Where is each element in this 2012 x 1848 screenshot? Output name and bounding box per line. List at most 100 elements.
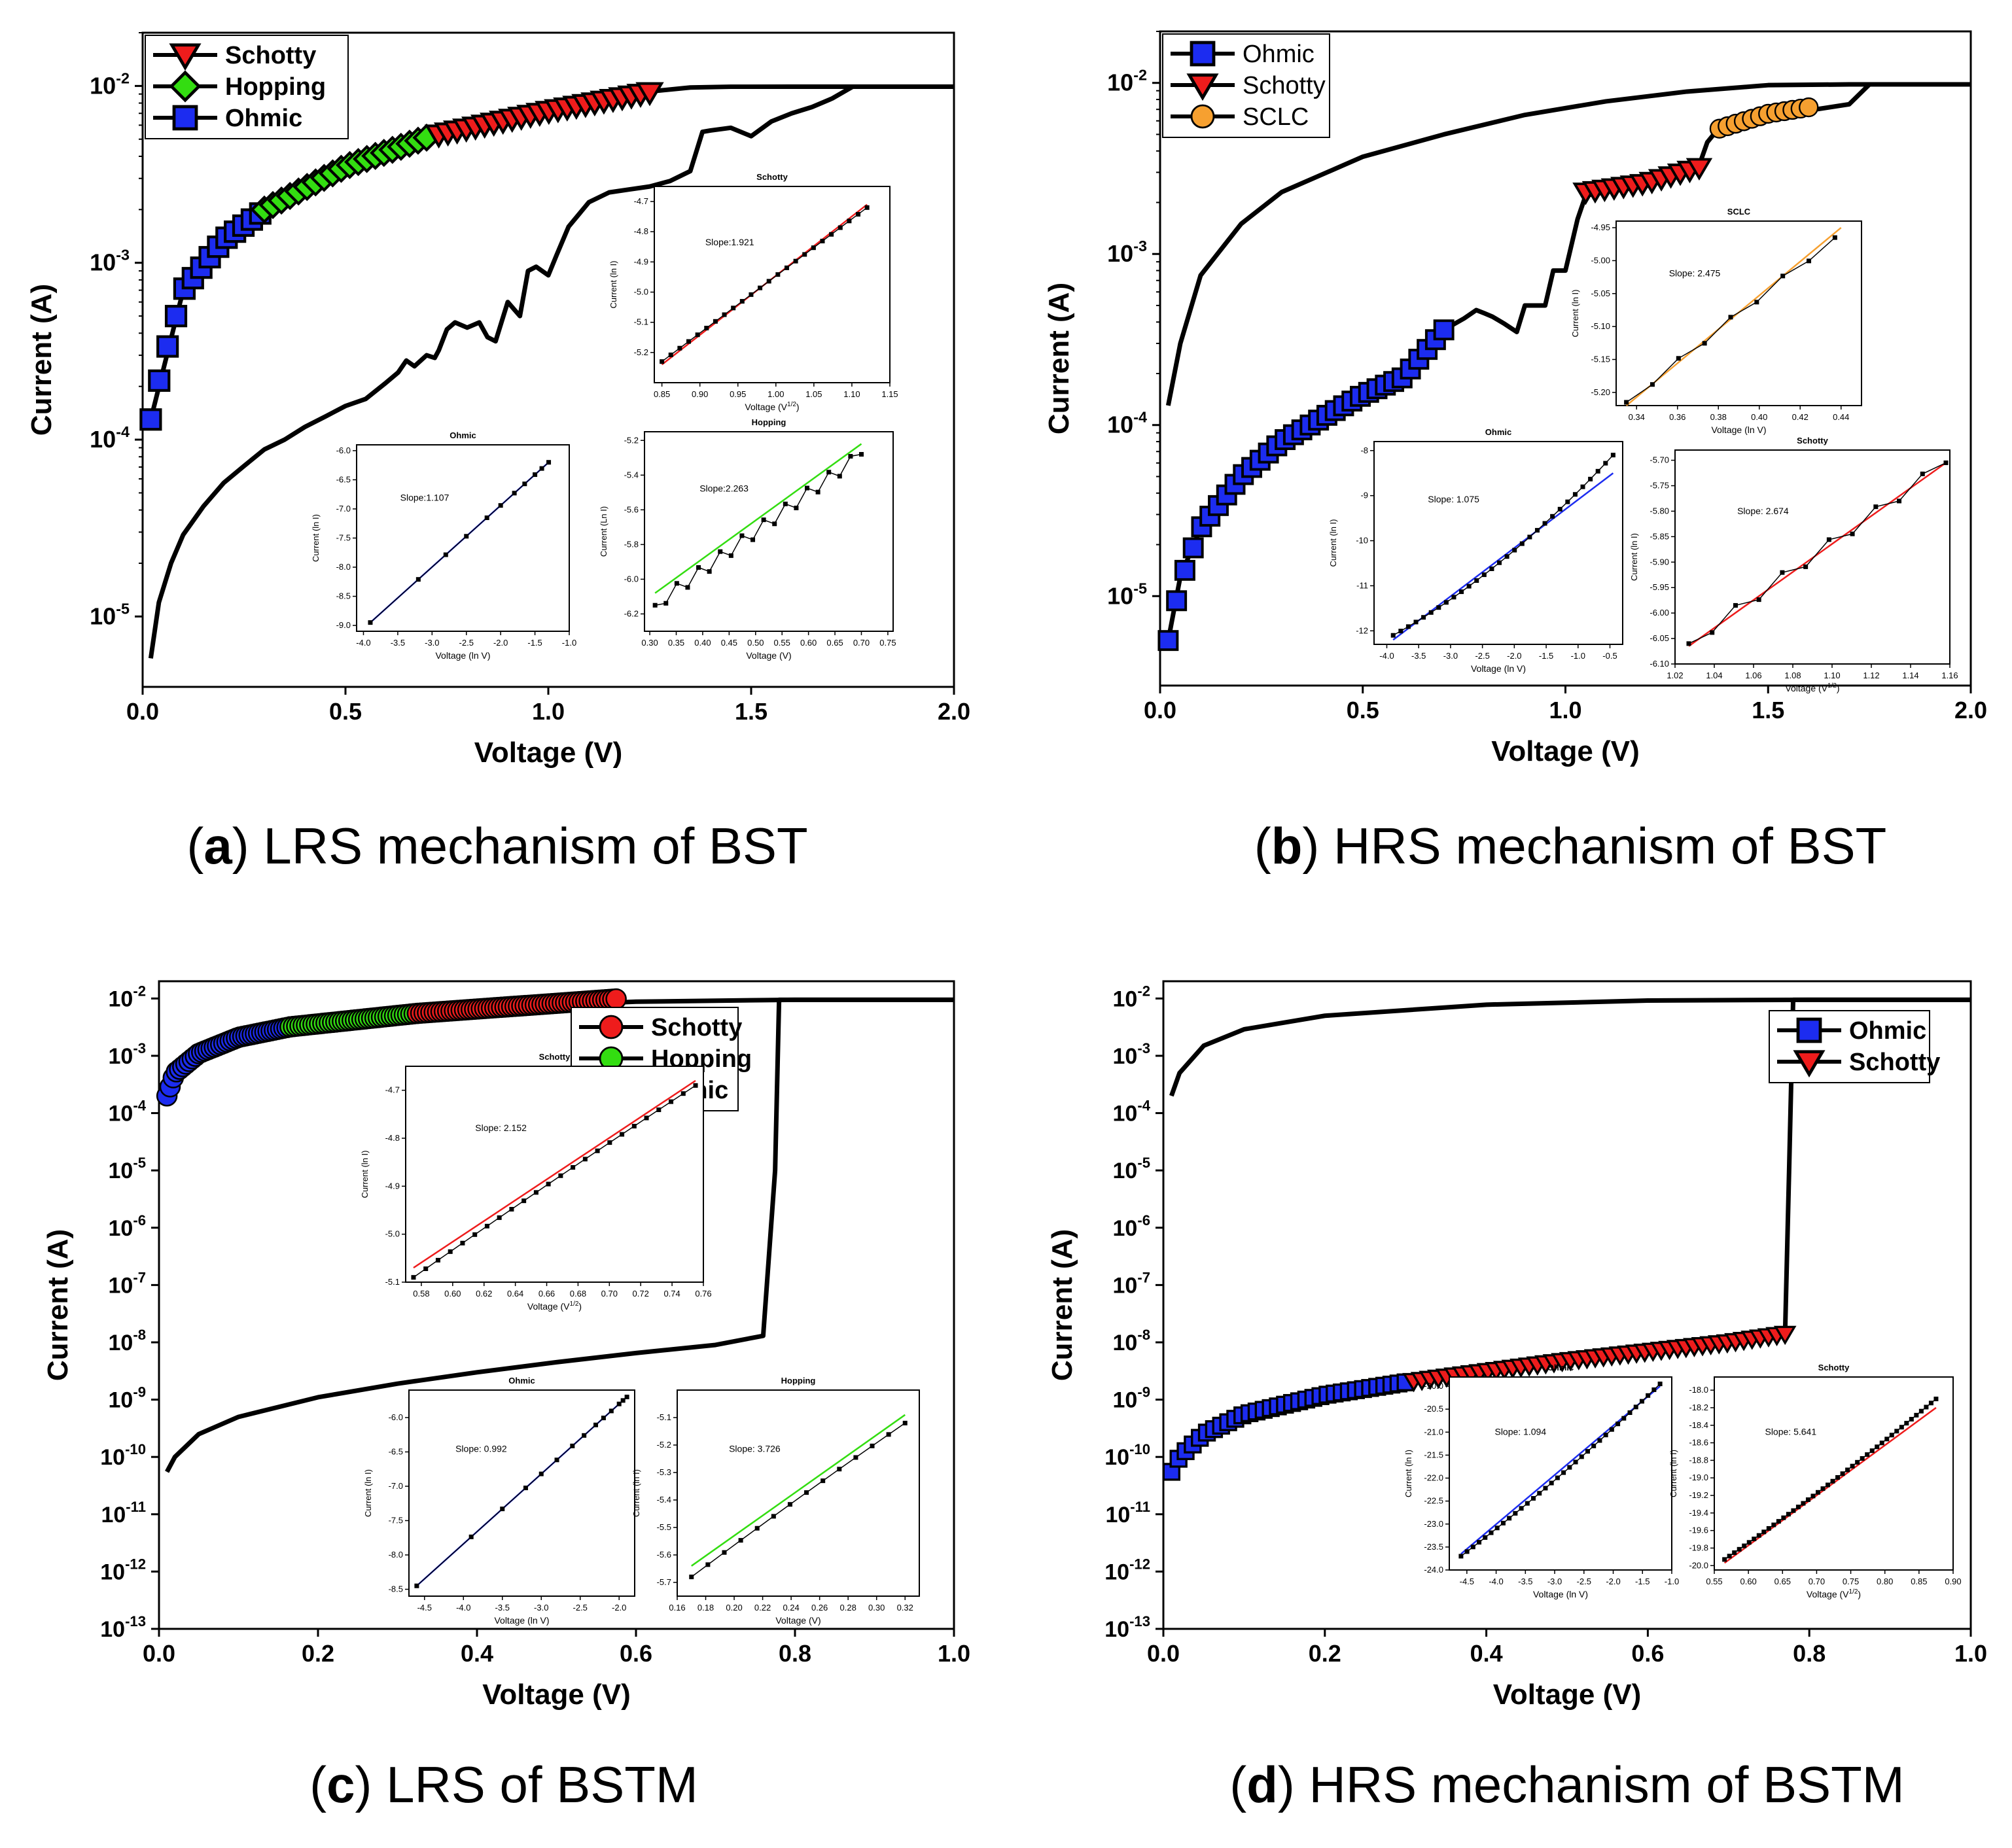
panel-b-inset3-inset-point xyxy=(1780,570,1785,575)
panel-c-inset2-inset-xtick-label: -4.0 xyxy=(456,1603,470,1613)
panel-d-inset1-inset-xtick-label: -4.0 xyxy=(1489,1577,1503,1586)
panel-b-inset3-inset-xtick-label: 1.06 xyxy=(1745,671,1761,680)
panel-a-inset3-inset-xtick-label: 0.55 xyxy=(774,638,790,648)
panel-d-inset1-inset-fit-line xyxy=(1460,1386,1661,1555)
panel-d-inset2-inset-ylabel: Current (ln I) xyxy=(1668,1450,1678,1497)
panel-d-inset1-inset-point xyxy=(1639,1399,1644,1404)
panel-d-inset2-inset-xtick-label: 0.75 xyxy=(1843,1577,1859,1586)
panel-d-inset1-inset-point xyxy=(1573,1459,1578,1465)
panel-c-inset1-inset-point xyxy=(620,1132,625,1137)
panel-b-inset1-inset-fit-line xyxy=(1625,227,1842,406)
panel-d-inset2-inset-point xyxy=(1761,1529,1767,1535)
panel-a-xtick-label: 1.5 xyxy=(735,698,768,725)
panel-b-inset1-inset-xtick-label: 0.38 xyxy=(1710,412,1727,422)
panel-c-inset3-inset-frame xyxy=(677,1389,920,1597)
panel-d-xtick-label: 0.0 xyxy=(1147,1640,1180,1667)
panel-a-inset1-inset-ytick-label: -4.7 xyxy=(634,196,648,206)
panel-c-ytick-label: 10-7 xyxy=(109,1269,146,1298)
panel-c-legend-label: Schotty xyxy=(651,1014,742,1041)
panel-a-inset3-inset-xtick-label: 0.65 xyxy=(826,638,843,648)
panel-b-inset3-inset-point xyxy=(1733,602,1738,608)
panel-d-inset1-inset-point xyxy=(1609,1427,1614,1432)
panel-c-ytick-label: 10-6 xyxy=(109,1212,146,1241)
panel-c-series-Ohmic xyxy=(156,1016,301,1107)
panel-c-inset2-inset-xlabel: Voltage (ln V) xyxy=(494,1615,549,1626)
panel-d-inset1-inset-point xyxy=(1603,1433,1608,1438)
panel-d-ytick-label: 10-3 xyxy=(1113,1040,1150,1069)
panel-b-inset2-inset-ylabel: Current (ln I) xyxy=(1328,519,1338,567)
panel-c-inset2-inset-slope-label: Slope: 0.992 xyxy=(455,1444,507,1454)
panel-b-inset1-inset-point xyxy=(1702,341,1707,346)
panel-a-inset2-inset-xtick-label: -2.5 xyxy=(459,638,474,648)
panel-a-inset2-inset-xtick-label: -2.0 xyxy=(493,638,508,648)
panel-d-inset2-inset-point xyxy=(1928,1401,1933,1406)
panel-c-inset2-inset-ytick-label: -6.5 xyxy=(389,1447,403,1457)
panel-b-inset3-inset-xtick-label: 1.02 xyxy=(1667,671,1683,680)
panel-a-inset3-inset-xtick-label: 0.70 xyxy=(853,638,870,648)
panel-c-inset3-inset-point xyxy=(902,1420,908,1425)
panel-b-marker-ohmic xyxy=(1166,590,1188,612)
panel-b-inset2-inset-point xyxy=(1512,548,1517,553)
panel-d-xtick-label: 0.8 xyxy=(1793,1640,1826,1667)
panel-a-inset3-inset-point xyxy=(652,602,658,608)
panel-a-inset1-inset-slope-label: Slope:1.921 xyxy=(705,237,754,247)
panel-c-inset2-inset-point xyxy=(554,1457,559,1463)
panel-d-inset2-inset-ytick-label: -19.0 xyxy=(1689,1473,1708,1482)
panel-d-inset2-inset-ytick-label: -18.6 xyxy=(1689,1438,1708,1448)
panel-c-ytick-label: 10-4 xyxy=(109,1098,147,1126)
panel-c-inset1-inset-point xyxy=(533,1190,538,1195)
panel-d-inset1-inset-ytick-label: -20.5 xyxy=(1424,1404,1443,1414)
panel-b-inset2-inset-point xyxy=(1595,468,1600,474)
panel-d-xtick-label: 0.4 xyxy=(1470,1640,1503,1667)
panel-c-inset2-inset-point xyxy=(609,1408,614,1414)
panel-a-inset1-inset-point xyxy=(811,245,816,251)
panel-b-inset3-inset-xtick-label: 1.10 xyxy=(1824,671,1840,680)
panel-b-xtick-label: 2.0 xyxy=(1954,697,1987,724)
panel-d-inset2-inset-point xyxy=(1869,1448,1875,1454)
panel-d-inset2-inset-point xyxy=(1918,1408,1924,1414)
panel-b-inset2-inset-point xyxy=(1610,453,1615,458)
panel-d-inset1-inset-point xyxy=(1458,1554,1464,1559)
panel-c-inset1-inset-xtick-label: 0.68 xyxy=(570,1289,586,1299)
panel-a-series-Hopping xyxy=(250,123,441,224)
panel-a-inset3-inset-point xyxy=(805,485,810,491)
panel-a-legend-marker xyxy=(169,43,202,71)
panel-b-inset2-inset-point xyxy=(1489,567,1494,572)
panel-d-inset1-inset-point xyxy=(1591,1443,1597,1448)
panel-d-inset2-inset-point xyxy=(1889,1433,1894,1438)
panel-b-inset2-inset-ytick-label: -10 xyxy=(1356,536,1368,546)
panel-b-inset3-inset-xtick-label: 1.08 xyxy=(1784,671,1801,680)
panel-b-inset1-inset-xtick-label: 0.40 xyxy=(1751,412,1767,422)
panel-a-inset1-inset-point xyxy=(695,332,700,338)
panel-b-inset1-inset-ytick-label: -5.10 xyxy=(1591,321,1610,331)
panel-c-legend-marker xyxy=(599,1015,624,1039)
panel-c-caption: (c) LRS of BSTM xyxy=(309,1756,698,1813)
panel-b-inset1-inset-point xyxy=(1780,273,1786,279)
panel-d-inset2-inset-title: Schotty xyxy=(1818,1363,1850,1372)
panel-c-inset2-inset-point xyxy=(616,1401,622,1406)
panel-c-inset1-inset-point xyxy=(497,1215,502,1220)
panel-c-xtick-label: 1.0 xyxy=(938,1640,970,1667)
panel-d-frame xyxy=(1162,980,1972,1630)
panel-b-series-Ohmic xyxy=(1157,319,1455,652)
panel-b-inset1-inset-xtick-label: 0.44 xyxy=(1833,412,1849,422)
panel-a-inset3-inset-ylabel: Current (Ln I) xyxy=(599,506,609,557)
panel-a-inset1-inset-xtick-label: 0.90 xyxy=(692,389,708,399)
panel-a-inset1-inset-point xyxy=(731,305,736,311)
panel-d-inset1-inset-slope-label: Slope: 1.094 xyxy=(1494,1427,1546,1437)
panel-d-inset2-inset-xtick-label: 0.55 xyxy=(1706,1577,1722,1586)
panel-d-inset2-inset: Schotty 0.55 0.60 0.65 0.70 0.75 0.80 0.85 0.90 -… xyxy=(1668,1363,1962,1599)
panel-c-inset1-inset-fit-line xyxy=(413,1079,696,1269)
panel-a-marker-schotty xyxy=(635,82,664,107)
panel-d-inset2-inset-point xyxy=(1865,1452,1870,1457)
panel-a-inset1-inset-point xyxy=(820,238,825,243)
panel-b-legend-label: Schotty xyxy=(1243,72,1326,99)
panel-c-inset3-inset-xtick-label: 0.20 xyxy=(726,1603,742,1613)
panel-a-legend-label: Ohmic xyxy=(225,105,302,132)
panel-a-inset3-inset-ytick-label: -5.8 xyxy=(624,539,639,549)
panel-c-marker-schotty xyxy=(605,988,627,1010)
panel-a-inset1-inset-ytick-label: -5.0 xyxy=(634,287,648,297)
panel-b-inset3-inset-xtick-label: 1.12 xyxy=(1863,671,1879,680)
panel-d-inset2-inset-ytick-label: -18.2 xyxy=(1689,1403,1708,1412)
panel-b-inset2-inset-point xyxy=(1504,554,1509,559)
